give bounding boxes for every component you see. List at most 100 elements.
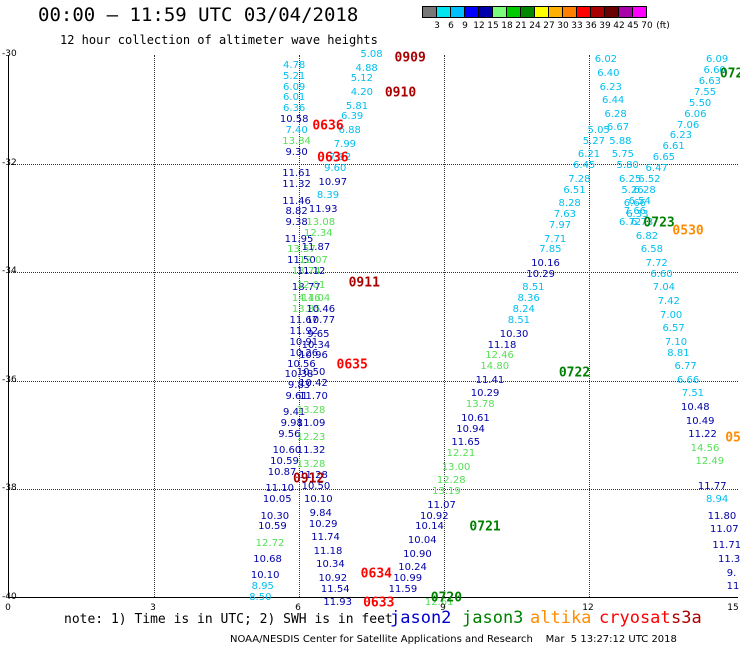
wave-height-value: 10.30: [499, 328, 529, 340]
wave-height-value: 6.09: [283, 81, 306, 93]
wave-height-value: 10.38: [284, 369, 314, 381]
wave-height-value: 11.59: [388, 583, 418, 595]
wave-height-value: 6.28: [633, 184, 656, 196]
color-swatch: [632, 6, 647, 18]
longitude-tick-label: 9: [440, 603, 446, 613]
wave-height-value: 6.28: [604, 108, 627, 120]
latitude-tick-label: -38: [2, 483, 17, 494]
satellite-legend-item: cryosat: [599, 608, 671, 628]
longitude-gridline: [299, 55, 300, 597]
wave-height-value: 11.07: [710, 524, 739, 536]
pass-time-label: 0721: [469, 519, 501, 535]
wave-height-value: 5.75: [611, 149, 634, 161]
pass-time-label: 0530: [672, 223, 704, 239]
wave-height-value: 7.10: [664, 336, 688, 348]
latitude-tick-label: -36: [2, 374, 17, 385]
wave-height-value: 11.71: [712, 540, 740, 552]
wave-height-value: 5.88: [609, 135, 632, 147]
pass-time-label: 0636: [312, 118, 344, 134]
pass-time-label: 0722: [558, 365, 591, 381]
wave-height-value: 10.24: [398, 562, 427, 574]
wave-height-value: 8.82: [285, 206, 308, 218]
wave-height-value: 7.71: [544, 233, 567, 245]
wave-height-value: 11.09: [296, 418, 326, 430]
wave-height-value: 10.59: [258, 521, 287, 533]
wave-height-value: 6.51: [563, 184, 586, 196]
wave-height-value: 5.08: [360, 49, 383, 60]
wave-height-value: 11.87: [301, 241, 331, 253]
chart-subtitle: 12 hour collection of altimeter wave hei…: [60, 33, 378, 47]
wave-height-value: 11.28: [299, 469, 328, 481]
latitude-tick-label: -32: [2, 157, 17, 168]
wave-height-value: 12.61: [424, 597, 454, 609]
wave-height-value: 6.23: [599, 81, 622, 93]
color-tick-label: 33: [571, 21, 583, 31]
wave-height-value: 7.85: [539, 244, 562, 256]
wave-height-value: 11.07: [427, 499, 456, 511]
wave-height-value: 13.74: [291, 266, 321, 278]
wave-height-value: 10.16: [531, 258, 560, 270]
color-tick-label: 21: [515, 21, 527, 31]
wave-height-value: 6.52: [638, 173, 661, 185]
wave-height-value: 11.22: [688, 429, 717, 441]
color-swatch: [422, 6, 437, 18]
wave-height-value: 12.01: [296, 279, 326, 291]
wave-height-value: 6.23: [669, 130, 692, 142]
wave-height-value: 10.92: [318, 572, 348, 584]
wave-height-value: 9.98: [280, 418, 303, 430]
wave-height-value: 8.95: [251, 581, 274, 593]
wave-height-value: 10.56: [287, 358, 316, 370]
color-unit-label: (ft): [656, 21, 670, 31]
wave-height-value: 8.39: [316, 190, 340, 202]
wave-height-value: 10.91: [289, 336, 319, 348]
wave-height-value: 6.67: [606, 122, 630, 134]
wave-height-value: 11.92: [289, 325, 319, 337]
pass-time-label: 072: [719, 66, 740, 82]
wave-height-value: 8.36: [517, 293, 540, 305]
wave-height-value: 11: [726, 581, 740, 593]
color-swatch: [478, 6, 493, 18]
wave-height-value: 10.96: [299, 350, 328, 362]
wave-height-value: 10.14: [415, 521, 444, 533]
wave-height-value: 10.97: [318, 176, 348, 188]
longitude-gridline: [589, 55, 590, 597]
wave-height-value: 10.68: [253, 553, 282, 565]
wave-height-value: 12.34: [304, 228, 333, 240]
wave-height-value: 11.41: [475, 374, 505, 386]
wave-height-value: 7.28: [568, 173, 591, 185]
wave-height-value: 11.18: [487, 339, 517, 351]
color-tick-label: 30: [557, 21, 569, 31]
wave-height-value: 8.28: [558, 198, 581, 210]
wave-height-value: 4.20: [350, 87, 373, 98]
wave-height-value: 12.23: [296, 431, 326, 443]
color-tick-label: 42: [613, 21, 625, 31]
wave-height-value: 7.06: [676, 119, 700, 131]
satellite-legend-item: jason2: [390, 608, 452, 628]
wave-height-value: 10.90: [403, 548, 432, 560]
wave-height-value: 10.29: [526, 268, 555, 280]
wave-height-value: 6.36: [283, 103, 306, 115]
wave-height-value: 9.65: [307, 328, 330, 340]
wave-height-value: 10.10: [250, 570, 280, 582]
wave-height-value: 6.60: [703, 65, 726, 77]
pass-time-label: 0720: [430, 590, 463, 606]
wave-height-value: 12.72: [255, 537, 285, 549]
wave-height-value: 10.48: [681, 401, 710, 413]
color-swatch: [464, 6, 479, 18]
pass-time-label: 05: [725, 430, 740, 446]
note-text: note: 1) Time is in UTC; 2) SWH is in fe…: [64, 612, 393, 627]
wave-height-value: 11.61: [282, 168, 311, 180]
pass-time-label: 0909: [394, 50, 426, 66]
wave-height-value: 11.93: [308, 203, 338, 215]
wave-height-value: 14.56: [690, 442, 720, 454]
color-swatch: [618, 6, 633, 18]
wave-height-value: 7.72: [645, 258, 668, 270]
latitude-tick-label: -40: [2, 592, 17, 602]
color-swatch: [604, 6, 619, 18]
wave-height-value: 12.49: [695, 456, 725, 468]
latitude-gridline: [9, 272, 738, 274]
wave-height-value: 6.54: [628, 195, 651, 207]
color-tick-label: 18: [501, 21, 513, 31]
wave-height-value: 9.: [726, 567, 737, 579]
wave-height-value: 7.92: [328, 152, 352, 164]
